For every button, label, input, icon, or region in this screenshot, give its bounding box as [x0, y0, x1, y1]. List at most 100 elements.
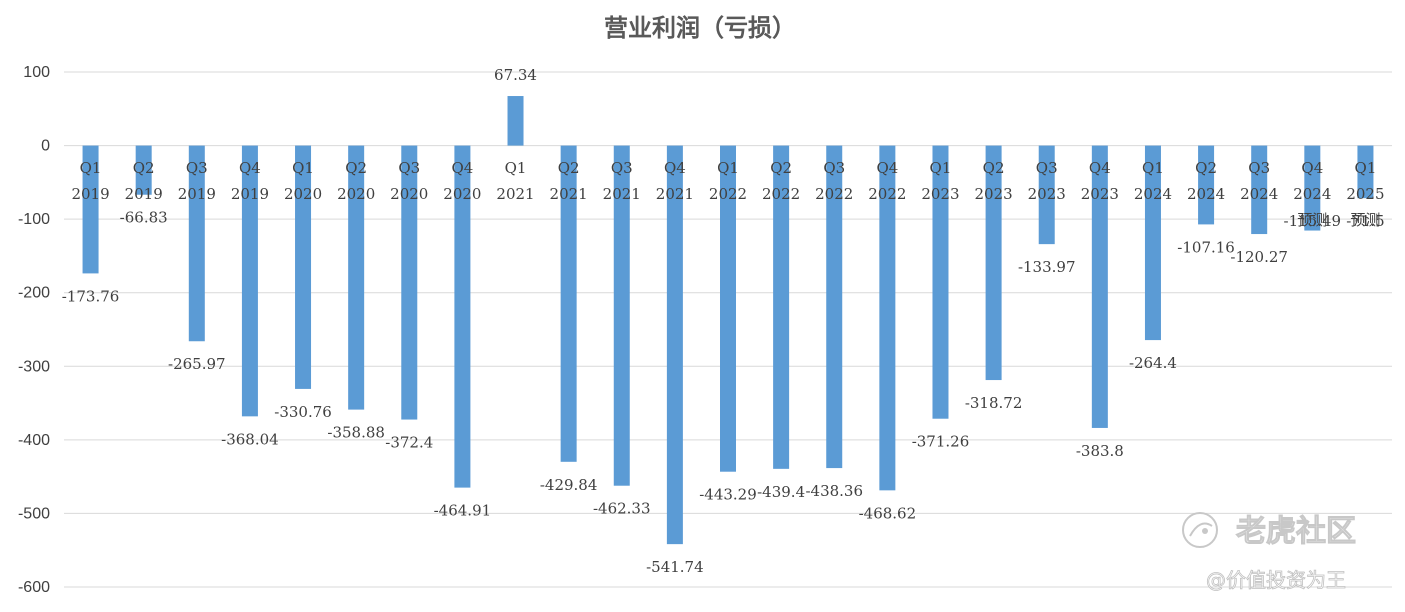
- category-label: Q3: [1036, 159, 1058, 177]
- data-label: -541.74: [646, 558, 704, 576]
- bar: [720, 145, 736, 472]
- bar: [985, 145, 1002, 381]
- category-label: 预测: [1350, 211, 1380, 229]
- category-label: 2023: [1081, 185, 1119, 203]
- bar: [773, 145, 790, 469]
- y-tick-label: -100: [18, 211, 50, 228]
- bar: [1304, 145, 1321, 231]
- category-label: 预测: [1297, 211, 1327, 229]
- bar: [454, 145, 471, 488]
- bar: [1357, 145, 1374, 199]
- bar: [401, 145, 418, 420]
- y-tick-label: -600: [18, 579, 50, 596]
- bar: [932, 145, 949, 419]
- bar: [348, 145, 365, 410]
- category-label: 2020: [443, 185, 481, 203]
- category-label: Q4: [664, 159, 686, 177]
- watermark: 老虎社区 @价值投资为王: [1182, 512, 1357, 592]
- category-label: Q1: [717, 159, 739, 177]
- category-label: 2019: [231, 185, 269, 203]
- bar: [879, 145, 896, 491]
- bar: [1144, 145, 1161, 341]
- bar: [241, 145, 258, 417]
- data-label: -265.97: [168, 355, 226, 373]
- data-label: -66.83: [120, 209, 168, 227]
- category-label: 2023: [921, 185, 959, 203]
- data-label: -439.4: [757, 483, 805, 501]
- y-tick-label: -400: [18, 432, 50, 449]
- category-label: Q4: [1301, 159, 1323, 177]
- chart-title: 营业利润（亏损）: [604, 14, 796, 42]
- y-tick-label: -300: [18, 358, 50, 375]
- category-label: Q4: [451, 159, 473, 177]
- category-label: 2023: [975, 185, 1013, 203]
- data-label: -115.49: [1284, 212, 1342, 230]
- category-label: Q2: [133, 159, 155, 177]
- bar: [1198, 145, 1215, 225]
- tiger-logo-icon: [1182, 512, 1218, 548]
- category-label: Q3: [398, 159, 420, 177]
- category-label: Q1: [1355, 159, 1377, 177]
- data-label: -429.84: [540, 476, 598, 494]
- data-label: -264.4: [1129, 354, 1177, 372]
- category-label: 2024: [1240, 185, 1278, 203]
- category-label: Q3: [1248, 159, 1270, 177]
- category-label: Q2: [983, 159, 1005, 177]
- data-label: -71.5: [1346, 212, 1384, 230]
- category-label: 2020: [284, 185, 322, 203]
- category-label: 2025: [1346, 185, 1384, 203]
- category-label: 2021: [656, 185, 694, 203]
- category-label: Q4: [239, 159, 261, 177]
- data-label: 67.34: [494, 66, 537, 84]
- bar: [507, 96, 524, 146]
- data-label: -173.76: [62, 287, 120, 305]
- bar: [1251, 145, 1268, 235]
- category-label: 2019: [125, 185, 163, 203]
- category-label: 2024: [1293, 185, 1331, 203]
- y-tick-label: -500: [18, 505, 50, 522]
- category-labels: Q1 2019 Q2 2019 Q3 2019 Q4 2019 Q1 2020 Q2 2020 Q3 20…: [71, 159, 1384, 229]
- category-label: Q1: [292, 159, 314, 177]
- category-label: Q3: [611, 159, 633, 177]
- bar: [135, 145, 152, 195]
- y-tick-label: -200: [18, 285, 50, 302]
- data-label: -318.72: [965, 394, 1023, 412]
- category-label: Q2: [1195, 159, 1217, 177]
- category-label: Q4: [876, 159, 898, 177]
- data-label: -330.76: [274, 403, 332, 421]
- watermark-brand: 老虎社区: [1236, 514, 1356, 549]
- data-label: -120.27: [1230, 248, 1288, 266]
- category-label: 2022: [709, 185, 747, 203]
- category-label: 2022: [815, 185, 853, 203]
- data-label: -383.8: [1076, 442, 1124, 460]
- category-label: Q4: [1089, 159, 1111, 177]
- watermark-author: @价值投资为王: [1206, 568, 1346, 592]
- category-label: 2020: [390, 185, 428, 203]
- category-label: Q1: [505, 159, 527, 177]
- category-label: 2024: [1187, 185, 1225, 203]
- data-label: -368.04: [221, 430, 279, 448]
- category-label: 2019: [178, 185, 216, 203]
- bars: [82, 96, 1374, 545]
- category-label: 2020: [337, 185, 375, 203]
- bar: [188, 145, 205, 342]
- bar: [1038, 145, 1055, 245]
- category-label: 2021: [603, 185, 641, 203]
- category-label: 2022: [868, 185, 906, 203]
- bar: [295, 145, 312, 389]
- data-labels: -173.76 -66.83 -265.97 -368.04 -330.76 -358.8…: [62, 66, 1385, 576]
- category-label: Q2: [770, 159, 792, 177]
- y-tick-label: 100: [23, 64, 50, 81]
- data-label: -462.33: [593, 500, 651, 518]
- category-label: 2024: [1134, 185, 1172, 203]
- bar: [560, 145, 577, 462]
- bar: [666, 145, 683, 545]
- data-label: -438.36: [805, 482, 863, 500]
- bar: [1091, 145, 1108, 428]
- bar: [613, 145, 630, 486]
- category-label: 2021: [550, 185, 588, 203]
- data-label: -372.4: [385, 434, 433, 452]
- category-label: Q2: [345, 159, 367, 177]
- data-label: -468.62: [859, 504, 917, 522]
